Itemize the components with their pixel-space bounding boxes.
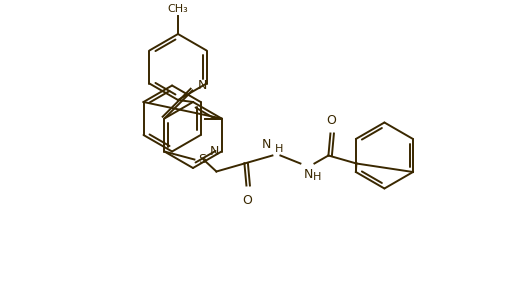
Text: N: N (198, 79, 207, 92)
Text: H: H (275, 143, 283, 154)
Text: CH₃: CH₃ (168, 4, 188, 14)
Text: N: N (210, 145, 220, 158)
Text: H: H (313, 172, 321, 181)
Text: N: N (262, 138, 271, 151)
Text: S: S (199, 153, 207, 166)
Text: O: O (242, 193, 252, 207)
Text: O: O (327, 114, 336, 126)
Text: N: N (304, 168, 313, 181)
